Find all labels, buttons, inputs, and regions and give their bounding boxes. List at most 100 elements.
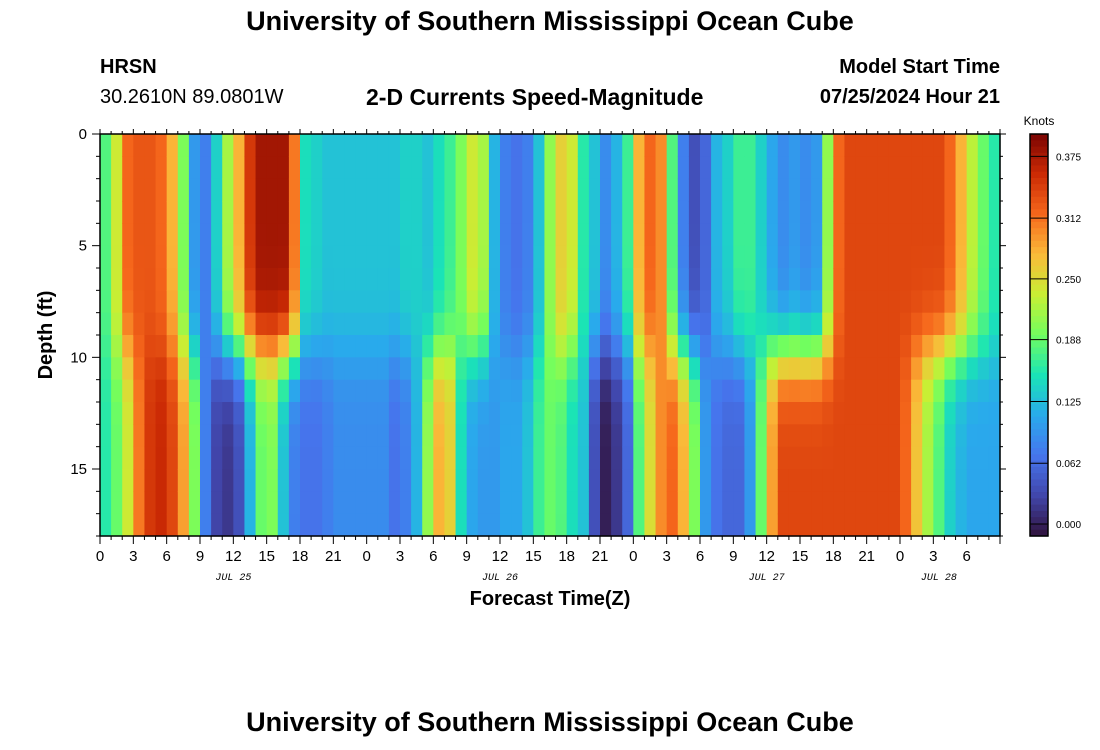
heatmap-cell bbox=[500, 312, 512, 336]
heatmap-cell bbox=[811, 268, 823, 291]
heatmap-cell bbox=[377, 402, 390, 425]
heatmap-cell bbox=[644, 379, 657, 403]
heatmap-cell bbox=[400, 424, 412, 448]
heatmap-cell bbox=[100, 424, 112, 448]
heatmap-cell bbox=[411, 178, 423, 202]
heatmap-cell bbox=[522, 178, 534, 202]
heatmap-cell bbox=[233, 357, 246, 381]
heatmap-cell bbox=[122, 312, 134, 336]
heatmap-cell bbox=[800, 402, 812, 425]
heatmap-cell bbox=[855, 223, 868, 247]
heatmap-cell bbox=[488, 446, 501, 470]
heatmap-cell bbox=[566, 491, 579, 515]
colorbar-tick-label: 0.250 bbox=[1056, 275, 1081, 286]
heatmap-cell bbox=[811, 513, 823, 537]
heatmap-cell bbox=[111, 290, 123, 314]
heatmap-cell bbox=[644, 446, 657, 470]
heatmap-cell bbox=[255, 491, 268, 515]
heatmap-cell bbox=[822, 335, 834, 358]
heatmap-cell bbox=[811, 178, 823, 202]
station-coordinates: 30.2610N 89.0801W bbox=[100, 86, 284, 108]
heatmap-cell bbox=[922, 335, 934, 358]
heatmap-cell bbox=[355, 446, 368, 470]
heatmap-cell bbox=[266, 335, 279, 358]
heatmap-cell bbox=[933, 402, 946, 425]
heatmap-cell bbox=[700, 178, 712, 202]
heatmap-cell bbox=[111, 178, 123, 202]
heatmap-cell bbox=[266, 424, 279, 448]
heatmap-cell bbox=[588, 379, 601, 403]
heatmap-cell bbox=[500, 245, 512, 269]
heatmap-cell bbox=[411, 446, 423, 470]
heatmap-cell bbox=[300, 268, 312, 291]
heatmap-cell bbox=[933, 424, 946, 448]
heatmap-cell bbox=[688, 424, 701, 448]
heatmap-cell bbox=[555, 268, 568, 291]
heatmap-cell bbox=[744, 223, 757, 247]
heatmap-cell bbox=[266, 491, 279, 515]
heatmap-cell bbox=[588, 134, 601, 157]
heatmap-cell bbox=[388, 223, 401, 247]
heatmap-cell bbox=[544, 357, 557, 381]
heatmap-cell bbox=[911, 201, 923, 224]
heatmap-cell bbox=[877, 223, 890, 247]
heatmap-cell bbox=[633, 357, 646, 381]
heatmap-cell bbox=[533, 513, 546, 537]
heatmap-cell bbox=[811, 312, 823, 336]
heatmap-cell bbox=[666, 446, 679, 470]
heatmap-cell bbox=[822, 178, 834, 202]
heatmap-cell bbox=[100, 469, 112, 492]
heatmap-cell bbox=[644, 357, 657, 381]
heatmap-cell bbox=[688, 223, 701, 247]
heatmap-cell bbox=[277, 469, 290, 492]
heatmap-cell bbox=[155, 469, 168, 492]
heatmap-cell bbox=[622, 402, 634, 425]
heatmap-cell bbox=[622, 446, 634, 470]
heatmap-cell bbox=[133, 178, 146, 202]
heatmap-cell bbox=[944, 424, 957, 448]
heatmap-cell bbox=[411, 268, 423, 291]
heatmap-cell bbox=[555, 290, 568, 314]
heatmap-cell bbox=[944, 156, 957, 180]
heatmap-cell bbox=[911, 178, 923, 202]
heatmap-cell bbox=[766, 245, 779, 269]
heatmap-cell bbox=[911, 379, 923, 403]
heatmap-cell bbox=[755, 312, 768, 336]
heatmap-cell bbox=[333, 491, 346, 515]
colorbar-segment bbox=[1030, 309, 1048, 317]
heatmap-cell bbox=[477, 245, 490, 269]
heatmap-cell bbox=[500, 290, 512, 314]
heatmap-cell bbox=[377, 491, 390, 515]
heatmap-cell bbox=[911, 268, 923, 291]
heatmap-cell bbox=[522, 379, 534, 403]
heatmap-cell bbox=[244, 178, 257, 202]
heatmap-cell bbox=[244, 245, 257, 269]
heatmap-cell bbox=[800, 134, 812, 157]
heatmap-cell bbox=[511, 156, 523, 180]
heatmap-cell bbox=[155, 134, 168, 157]
heatmap-cell bbox=[355, 424, 368, 448]
heatmap-cell bbox=[544, 424, 557, 448]
heatmap-cell bbox=[544, 312, 557, 336]
heatmap-cell bbox=[222, 357, 234, 381]
heatmap-cell bbox=[911, 357, 923, 381]
heatmap-cell bbox=[544, 178, 557, 202]
heatmap-cell bbox=[933, 268, 946, 291]
heatmap-cell bbox=[277, 223, 290, 247]
heatmap-cell bbox=[111, 379, 123, 403]
heatmap-cell bbox=[177, 290, 190, 314]
colorbar-segment bbox=[1030, 247, 1048, 254]
heatmap-cell bbox=[877, 335, 890, 358]
heatmap-cell bbox=[666, 134, 679, 157]
heatmap-cell bbox=[666, 245, 679, 269]
heatmap-cell bbox=[755, 223, 768, 247]
heatmap-cell bbox=[188, 469, 201, 492]
heatmap-cell bbox=[566, 513, 579, 537]
heatmap-cell bbox=[255, 268, 268, 291]
heatmap-cell bbox=[677, 290, 690, 314]
heatmap-cell bbox=[688, 446, 701, 470]
heatmap-cell bbox=[177, 268, 190, 291]
heatmap-cell bbox=[866, 335, 879, 358]
heatmap-cell bbox=[277, 491, 290, 515]
heatmap-cell bbox=[588, 402, 601, 425]
